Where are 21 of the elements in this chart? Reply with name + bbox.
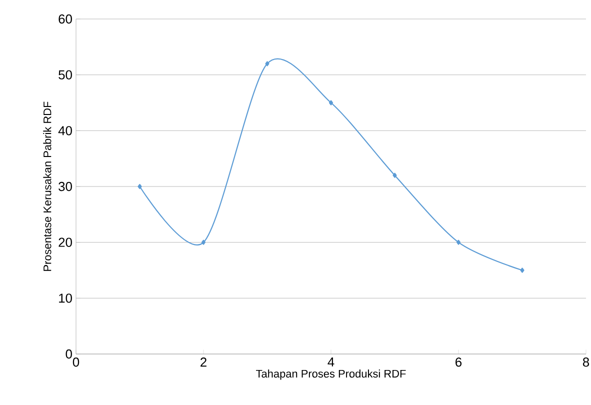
point	[392, 172, 397, 178]
y-tick-label: 30	[58, 182, 72, 192]
point	[201, 240, 206, 245]
y-tick-label: 40	[58, 126, 72, 136]
x-axis-title: Tahapan Proses Produksi RDF	[256, 370, 406, 380]
point	[520, 268, 524, 273]
x-tick-label: 6	[456, 358, 462, 367]
point	[328, 100, 334, 106]
point	[456, 240, 461, 245]
point	[138, 184, 142, 190]
y-axis-title: Prosentase Kerusakan Pabrik RDF	[43, 102, 52, 271]
x-tick-label: 2	[200, 358, 206, 367]
x-tick-label: 0	[72, 358, 80, 367]
y-tick-label: 60	[58, 14, 72, 24]
y-tick-label: 20	[58, 238, 72, 247]
x-tick-label: 8	[582, 358, 590, 367]
y-tick-label: 10	[59, 294, 72, 303]
point	[265, 61, 270, 66]
y-tick-label: 0	[66, 349, 72, 359]
y-tick-label: 50	[58, 70, 72, 80]
x-tick-label: 4	[328, 358, 334, 366]
